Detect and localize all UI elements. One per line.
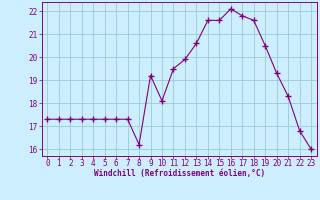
X-axis label: Windchill (Refroidissement éolien,°C): Windchill (Refroidissement éolien,°C): [94, 169, 265, 178]
